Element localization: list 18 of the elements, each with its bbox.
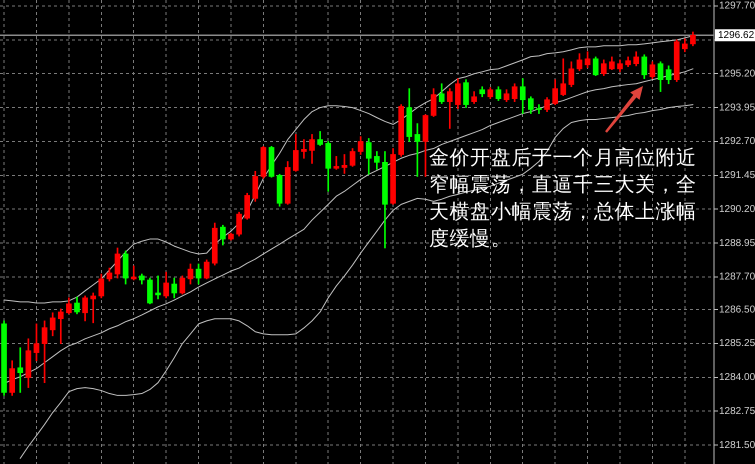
candlestick <box>155 276 161 300</box>
candlestick <box>342 154 348 174</box>
y-tick-label: 1291.45 <box>719 170 755 182</box>
y-tick-label: 1292.70 <box>719 136 755 148</box>
y-tick-label: 1290.20 <box>719 204 755 215</box>
candlestick <box>34 324 40 362</box>
y-tick-label: 1284.00 <box>719 372 755 384</box>
y-tick-label: 1293.95 <box>719 102 755 114</box>
y-tick-label: 1285.25 <box>719 338 755 350</box>
y-tick-label: 1295.20 <box>719 68 755 80</box>
y-tick-label: 1288.95 <box>719 238 755 249</box>
y-tick-label: 1287.70 <box>719 272 755 283</box>
y-tick-label: 1282.75 <box>719 406 755 417</box>
y-tick-label: 1281.50 <box>719 440 755 451</box>
candlestick <box>536 104 542 114</box>
y-tick-label: 1297.70 <box>719 0 755 12</box>
y-tick-label: 1286.50 <box>719 304 755 316</box>
ref-line-label: 1296.62 <box>718 30 755 41</box>
